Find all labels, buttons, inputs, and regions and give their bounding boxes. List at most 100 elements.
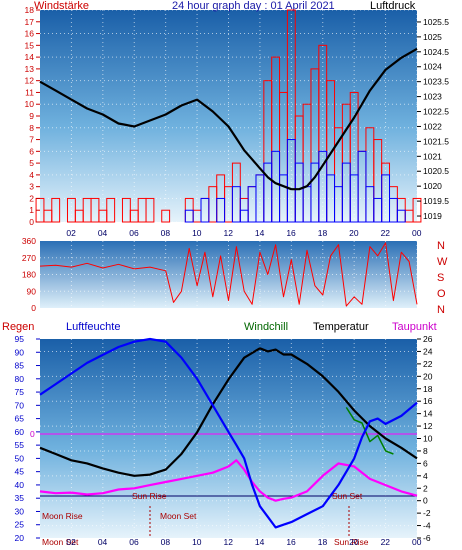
temperature-tick-label: 22 [423,359,433,369]
time-axis-ticks-bottom: 02 04 06 08 10 12 14 16 18 20 22 00 [66,537,421,547]
x-tick-label: 02 [66,537,76,547]
direction-curve [39,242,418,307]
temperature-tick-label: 16 [423,396,433,406]
direction-tick-label: 180 [22,270,36,280]
humidity-tick-label: 80 [15,374,25,384]
wind-tick-label: 5 [29,158,34,168]
legend-windchill: Windchill [244,321,288,333]
pressure-tick-label: 1025 [423,32,442,42]
compass-letter: W [437,256,448,268]
pressure-axis-ticks: 1019 1019.5 1020 1020.5 1021 1021.5 1022 1022.5… [417,17,449,221]
x-tick-label: 00 [412,537,422,547]
temperature-tick-label: 18 [423,384,433,394]
wind-gust-bar [200,197,210,223]
temperature-tick-label: -4 [423,521,431,531]
dewpoint-curve [39,459,418,502]
wind-tick-label: 18 [25,5,35,15]
humidity-axis-ticks: 20 25 30 35 40 45 50 55 60 65 70 75 80 85 90 95 [15,334,40,543]
x-tick-label: 04 [98,537,108,547]
windchill-curve [345,406,394,455]
wind-tick-label: 4 [29,170,34,180]
pressure-tick-label: 1023 [423,92,442,102]
x-tick-label: 02 [66,228,76,238]
legend-taupunkt: Taupunkt [392,321,437,333]
x-tick-label: 00 [412,228,422,238]
humidity-tick-label: 75 [15,387,25,397]
wind-speed-bar [51,197,61,223]
humidity-tick-label: 35 [15,493,25,503]
pressure-tick-label: 1021 [423,151,442,161]
temperature-tick-label: 12 [423,421,433,431]
wind-speed-bar [106,197,116,223]
pressure-tick-label: 1023.5 [423,77,449,87]
grid-direction [40,241,418,308]
pressure-curve [39,47,418,191]
wind-tick-label: 17 [25,17,35,27]
wind-tick-label: 0 [29,217,34,227]
x-tick-label: 10 [192,228,202,238]
wind-gust-bar [396,209,406,223]
pressure-tick-label: 1025.5 [423,17,449,27]
x-tick-label: 12 [224,228,234,238]
temperature-tick-label: 14 [423,409,433,419]
legend-temperatur: Temperatur [313,321,369,333]
direction-tick-label: 0 [31,303,36,313]
moon-set-label-2: Moon Set [42,537,79,547]
chart-title: 24 hour graph day : 01 April 2021 [172,0,335,12]
grid-temperature [40,339,418,538]
pressure-tick-label: 1019 [423,211,442,221]
windchill-line [345,406,394,455]
pressure-tick-label: 1024.5 [423,47,449,57]
x-tick-label: 06 [129,537,139,547]
x-tick-label: 14 [255,537,265,547]
wind-tick-label: 1 [29,205,34,215]
humidity-line [39,337,418,529]
temperature-tick-label: 0 [423,496,428,506]
x-tick-label: 06 [129,228,139,238]
x-tick-label: 20 [349,537,359,547]
pressure-tick-label: 1020.5 [423,166,449,176]
wind-tick-label: 10 [25,99,35,109]
wind-gust-bar [184,209,194,223]
pressure-tick-label: 1021.5 [423,136,449,146]
wind-tick-label: 6 [29,146,34,156]
zero-label: 0 [30,429,35,439]
humidity-tick-label: 20 [15,533,25,543]
temperature-tick-label: 24 [423,346,433,356]
humidity-tick-label: 55 [15,440,25,450]
pressure-tick-label: 1020 [423,181,442,191]
wind-tick-label: 2 [29,193,34,203]
sun-rise-label: Sun Rise [132,491,167,501]
humidity-tick-label: 70 [15,400,25,410]
compass-letter: S [437,272,444,284]
humidity-tick-label: 25 [15,520,25,530]
moon-set-label: Moon Set [160,511,197,521]
wind-tick-label: 8 [29,123,34,133]
wind-speed-bar [161,209,171,223]
wind-tick-label: 12 [25,76,35,86]
x-tick-label: 16 [286,537,296,547]
humidity-tick-label: 90 [15,347,25,357]
wind-tick-label: 13 [25,64,35,74]
pressure-tick-label: 1019.5 [423,196,449,206]
dewpoint-line [39,459,418,502]
compass-letter: N [437,304,445,316]
temperature-tick-label: 26 [423,334,433,344]
wind-tick-label: 11 [25,87,34,97]
wind-tick-label: 15 [25,40,35,50]
x-tick-label: 08 [161,537,171,547]
x-tick-label: 10 [192,537,202,547]
x-tick-label: 08 [161,228,171,238]
humidity-tick-label: 95 [15,334,25,344]
x-tick-label: 14 [255,228,265,238]
humidity-tick-label: 85 [15,361,25,371]
humidity-tick-label: 30 [15,506,25,516]
pressure-tick-label: 1024 [423,62,442,72]
direction-tick-label: 360 [22,236,36,246]
direction-axis-ticks: 0 90 180 270 360 [22,236,36,313]
x-tick-label: 18 [318,537,328,547]
